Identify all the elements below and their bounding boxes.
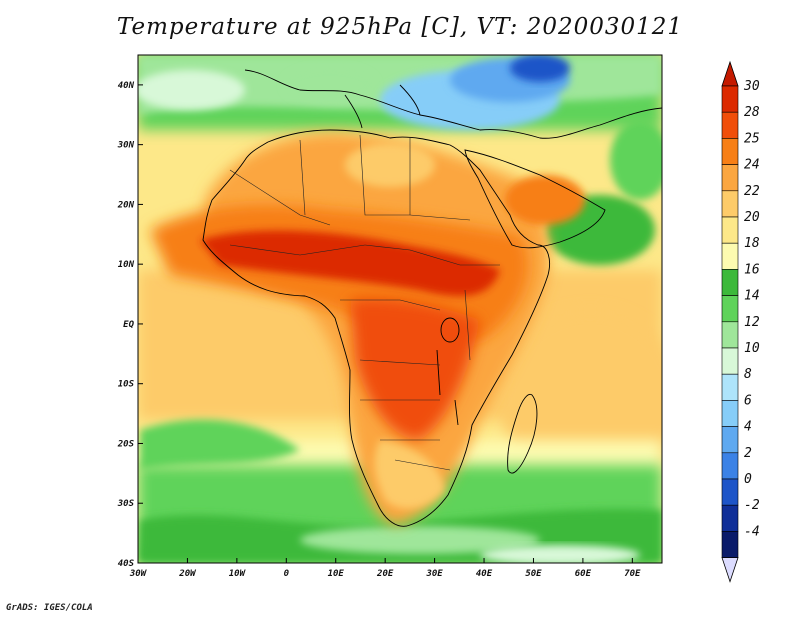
colorbar-swatch [721, 504, 739, 532]
colorbar-swatch [721, 426, 739, 454]
colorbar-swatch [721, 400, 739, 427]
lon-tick-label: 70E [624, 569, 641, 579]
colorbar-label: 18 [744, 236, 760, 251]
colorbar-label: 28 [744, 105, 760, 120]
colorbar-label: 20 [744, 210, 760, 225]
colorbar-label: 25 [744, 131, 760, 146]
lon-tick-label: 30W [129, 569, 148, 579]
colorbar-swatch [721, 321, 739, 349]
grads-credit: GrADS: IGES/COLA [6, 603, 93, 613]
colorbar-label: 8 [744, 367, 752, 382]
colorbar-swatch [721, 111, 739, 139]
lon-tick-label: 60E [575, 569, 592, 579]
colorbar-label: 16 [744, 262, 760, 277]
colorbar-swatch [721, 138, 739, 165]
lon-tick-label: 40E [476, 569, 493, 579]
colorbar-swatch [721, 85, 739, 113]
colorbar-swatch [721, 531, 739, 558]
longitude-ticks: 30W 20W 10W 0 10E 20E 30E 40E 50E 60E 70E [129, 558, 641, 579]
colorbar-label: 30 [743, 79, 760, 94]
colorbar-swatch [721, 242, 739, 270]
colorbar-swatch [721, 269, 739, 296]
map-title: Temperature at 925hPa [C], VT: 202003012… [116, 14, 684, 40]
lat-tick-label: 40S [118, 559, 135, 569]
colorbar-swatch [721, 295, 739, 323]
colorbar-swatch [721, 452, 739, 480]
colorbar-swatch [721, 347, 739, 375]
latitude-ticks: 40N 30N 20N 10N EQ 10S 20S 30S 40S [117, 81, 143, 569]
lon-tick-label: 0 [284, 569, 290, 579]
colorbar-label: 2 [744, 446, 752, 461]
colorbar-swatch [721, 164, 739, 192]
colorbar-swatch [721, 216, 739, 244]
colorbar-label: 24 [744, 158, 760, 173]
colorbar-label: 14 [744, 289, 760, 304]
lon-tick-label: 20W [178, 569, 197, 579]
colorbar-swatch [721, 190, 739, 218]
colorbar-label: 10 [744, 341, 760, 356]
lat-tick-label: EQ [123, 320, 134, 330]
colorbar-label: 4 [744, 420, 752, 435]
colorbar-swatch [721, 373, 739, 401]
lon-tick-label: 20E [376, 569, 394, 579]
colorbar-label: 12 [744, 315, 760, 330]
colorbar-top-triangle [721, 60, 739, 87]
lat-tick-label: 10S [118, 380, 135, 390]
colorbar-label: 6 [744, 393, 752, 408]
colorbar-label: -4 [744, 524, 760, 539]
lon-tick-label: 10E [328, 569, 345, 579]
lat-tick-label: 40N [118, 81, 135, 91]
plot-frame [137, 54, 663, 564]
lat-tick-label: 30N [117, 141, 135, 151]
lon-tick-label: 30E [425, 569, 443, 579]
colorbar-label: 0 [744, 472, 752, 487]
lat-tick-label: 20N [117, 200, 135, 210]
colorbar-label: -2 [744, 498, 760, 513]
lon-tick-label: 10W [229, 569, 247, 579]
temperature-field [138, 55, 662, 563]
lat-tick-label: 20S [117, 439, 135, 449]
coastlines [202, 69, 662, 527]
lat-tick-label: 30S [117, 499, 135, 509]
colorbar-bottom-triangle [721, 557, 739, 583]
colorbar-swatch [721, 478, 739, 506]
colorbar-label: 22 [744, 184, 760, 199]
country-borders [229, 134, 500, 471]
lat-tick-label: 10N [118, 260, 135, 270]
lon-tick-label: 50E [525, 569, 542, 579]
